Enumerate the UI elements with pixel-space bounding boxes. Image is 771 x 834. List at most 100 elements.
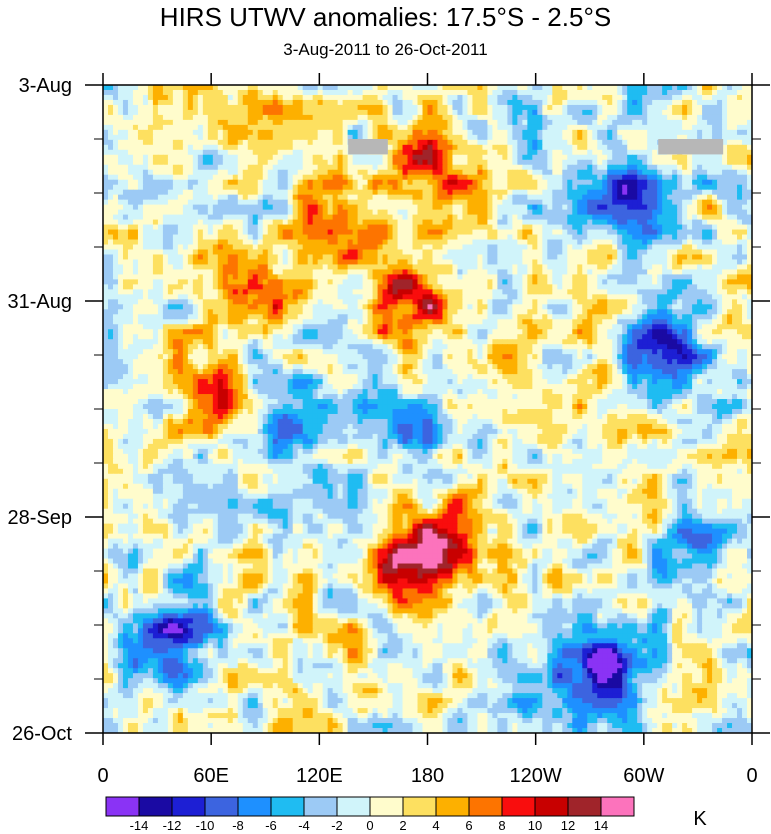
heatmap-cell [427,264,434,271]
heatmap-cell [742,99,748,106]
heatmap-cell [237,85,244,91]
heatmap-cell [387,214,394,221]
heatmap-cell [592,194,598,201]
heatmap-cell [262,184,269,191]
heatmap-cell [137,174,144,181]
heatmap-cell [122,194,129,201]
heatmap-cell [237,149,244,156]
heatmap-cell [727,254,733,261]
heatmap-cell [117,214,124,221]
heatmap-cell [103,134,109,141]
heatmap-cell [692,99,698,106]
heatmap-cell [532,189,538,196]
heatmap-cell [682,199,688,206]
heatmap-cell [537,249,543,256]
heatmap-cell [552,179,558,186]
heatmap-cell [122,224,129,231]
heatmap-cell [267,209,274,216]
heatmap-cell [742,189,748,196]
heatmap-cell [377,119,384,126]
heatmap-cell [567,254,573,261]
heatmap-cell [352,119,359,126]
heatmap-cell [702,254,708,261]
heatmap-cell [227,85,234,91]
heatmap-cell [222,224,229,231]
heatmap-cell [237,94,244,101]
heatmap-cell [477,229,484,236]
heatmap-cell [507,184,513,191]
heatmap-cell [147,109,154,116]
heatmap-cell [707,194,713,201]
heatmap-cell [252,254,259,261]
heatmap-cell [747,199,752,206]
heatmap-cell [467,219,474,226]
heatmap-cell [407,249,414,256]
heatmap-cell [372,114,379,121]
heatmap-cell [452,184,459,191]
heatmap-cell [717,104,723,111]
heatmap-cell [352,204,359,211]
heatmap-cell [217,214,224,221]
heatmap-cell [162,234,169,241]
heatmap-cell [667,159,673,166]
heatmap-cell [252,104,259,111]
heatmap-cell [267,109,274,116]
heatmap-cell [157,154,164,161]
heatmap-cell [662,189,668,196]
heatmap-cell [522,85,528,91]
heatmap-cell [277,174,284,181]
heatmap-cell [657,85,663,91]
heatmap-cell [307,94,314,101]
heatmap-cell [107,139,114,146]
heatmap-cell [492,129,498,136]
heatmap-cell [727,94,733,101]
heatmap-cell [272,264,279,271]
heatmap-cell [407,124,414,131]
heatmap-cell [597,109,603,116]
heatmap-cell [152,109,159,116]
heatmap-cell [397,199,404,206]
heatmap-cell [352,89,359,96]
heatmap-cell [137,194,144,201]
heatmap-cell [117,224,124,231]
heatmap-cell [267,179,274,186]
heatmap-cell [222,114,229,121]
heatmap-cell [237,124,244,131]
heatmap-cell [342,189,349,196]
heatmap-cell [667,209,673,216]
heatmap-cell [732,179,738,186]
heatmap-cell [687,239,693,246]
heatmap-cell [617,119,623,126]
heatmap-cell [107,99,114,106]
heatmap-cell [282,114,289,121]
heatmap-cell [337,239,344,246]
heatmap-cell [692,204,698,211]
heatmap-cell [467,209,474,216]
heatmap-cell [437,204,444,211]
heatmap-cell [307,159,314,166]
heatmap-cell [227,209,234,216]
heatmap-cell [677,229,683,236]
heatmap-cell [112,254,119,261]
heatmap-cell [507,114,513,121]
heatmap-cell [322,189,329,196]
heatmap-cell [332,164,339,171]
heatmap-cell [292,234,299,241]
heatmap-cell [462,224,469,231]
heatmap-cell [232,229,239,236]
heatmap-cell [152,164,159,171]
heatmap-cell [547,85,553,91]
heatmap-cell [407,264,414,271]
heatmap-cell [107,89,114,96]
heatmap-cell [392,85,399,91]
heatmap-cell [162,229,169,236]
heatmap-cell [537,119,543,126]
heatmap-cell [467,249,474,256]
heatmap-cell [712,184,718,191]
heatmap-cell [437,259,444,266]
heatmap-cell [682,109,688,116]
heatmap-cell [192,144,199,151]
heatmap-cell [432,214,439,221]
heatmap-cell [172,259,179,266]
heatmap-cell [312,129,319,136]
